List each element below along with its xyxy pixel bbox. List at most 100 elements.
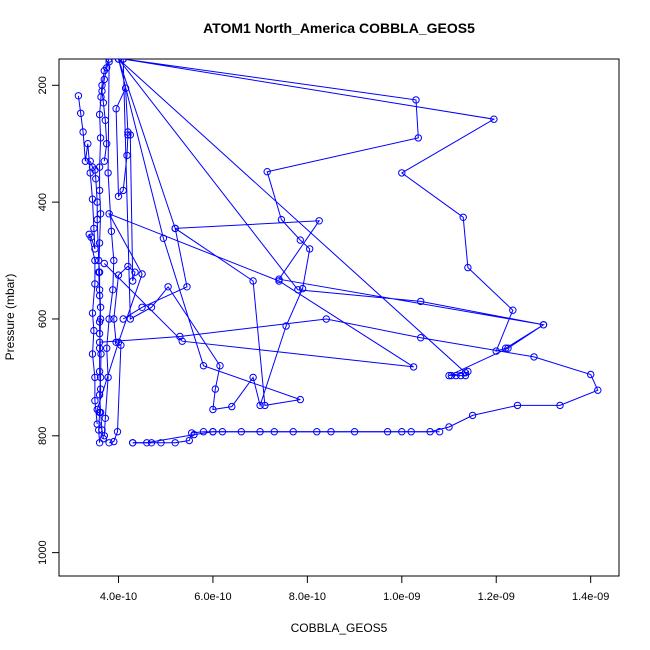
y-axis-label: Pressure (mbar): [3, 274, 17, 361]
data-point: [131, 268, 139, 276]
plot-frame: [58, 58, 620, 577]
data-point: [256, 401, 264, 410]
data-point: [459, 213, 467, 222]
data-point: [417, 334, 425, 342]
data-point: [104, 373, 112, 382]
data-point: [123, 151, 131, 160]
data-point: [113, 428, 122, 436]
data-point: [95, 439, 104, 447]
data-series: [86, 157, 108, 443]
data-point: [95, 239, 104, 247]
data-point: [147, 439, 156, 447]
x-tick-label: 1.2e-09: [478, 591, 515, 603]
data-point: [98, 87, 106, 95]
data-point: [93, 420, 101, 428]
data-point: [138, 270, 146, 278]
data-point: [539, 321, 548, 329]
data-point: [164, 283, 172, 291]
data-point: [91, 373, 99, 382]
data-point: [105, 439, 113, 447]
data-point: [77, 109, 85, 118]
data-point: [315, 217, 323, 225]
data-point: [435, 428, 444, 436]
data-point: [98, 426, 106, 434]
data-point: [103, 140, 111, 148]
data-point: [119, 59, 127, 63]
data-point: [105, 59, 113, 66]
data-point: [556, 401, 564, 410]
data-point: [199, 428, 208, 436]
data-point: [95, 391, 104, 399]
data-point: [100, 157, 109, 165]
data-point: [101, 116, 110, 125]
data-point: [249, 277, 257, 285]
data-point: [81, 157, 90, 165]
data-point: [88, 309, 97, 317]
data-point: [468, 411, 477, 420]
data-point: [88, 350, 97, 358]
data-point: [237, 428, 246, 436]
data-point: [461, 371, 470, 380]
data-point: [95, 329, 104, 338]
data-point: [218, 428, 227, 436]
data-point: [114, 59, 123, 63]
data-point: [105, 210, 113, 218]
data-point: [91, 397, 99, 405]
data-point: [414, 134, 422, 142]
data-point: [96, 373, 105, 382]
data-point: [407, 428, 415, 436]
data-point: [178, 337, 186, 345]
data-point: [85, 230, 93, 239]
data-point: [409, 363, 418, 371]
data-point: [100, 75, 109, 84]
data-point: [282, 322, 290, 330]
data-point: [587, 370, 595, 379]
data-series: [93, 210, 418, 414]
data-point: [96, 408, 105, 417]
data-point: [398, 428, 406, 436]
y-tick-label: 800: [37, 427, 49, 445]
data-point: [121, 84, 130, 92]
x-tick-label: 1.4e-09: [572, 591, 609, 603]
data-point: [114, 192, 123, 201]
chart-title: ATOM1 North_America COBBLA_GEOS5: [203, 20, 475, 36]
y-tick-label: 600: [37, 310, 49, 328]
series-line: [77, 95, 98, 425]
data-point: [117, 341, 125, 349]
data-point: [91, 256, 99, 265]
x-tick-label: 4.0e-10: [100, 591, 137, 603]
data-point: [457, 371, 465, 380]
data-point: [216, 362, 224, 370]
data-point: [289, 428, 297, 436]
data-point: [398, 169, 406, 177]
x-axis-label: COBBLA_GEOS5: [291, 621, 388, 635]
data-point: [110, 256, 118, 265]
y-axis: 200 400 600 800 1000: [37, 76, 60, 565]
data-point: [417, 297, 425, 306]
data-point: [188, 429, 196, 437]
data-point: [296, 395, 304, 404]
data-point: [513, 401, 522, 410]
data-point: [530, 353, 538, 361]
data-point: [95, 256, 103, 265]
data-point: [209, 405, 217, 414]
data-point: [91, 280, 99, 288]
data-point: [99, 435, 108, 443]
data-point: [228, 402, 236, 411]
data-point: [101, 414, 110, 422]
data-point: [171, 224, 179, 233]
data-point: [594, 386, 602, 394]
series-layer: [74, 59, 602, 447]
series-line: [132, 431, 440, 444]
data-point: [96, 134, 105, 142]
data-point: [100, 259, 109, 268]
data-point: [464, 263, 472, 272]
data-point: [296, 236, 304, 244]
data-point: [185, 436, 194, 445]
data-point: [92, 175, 100, 183]
data-series: [105, 84, 139, 447]
data-point: [490, 115, 498, 123]
data-point: [298, 284, 307, 293]
data-series: [98, 59, 118, 440]
